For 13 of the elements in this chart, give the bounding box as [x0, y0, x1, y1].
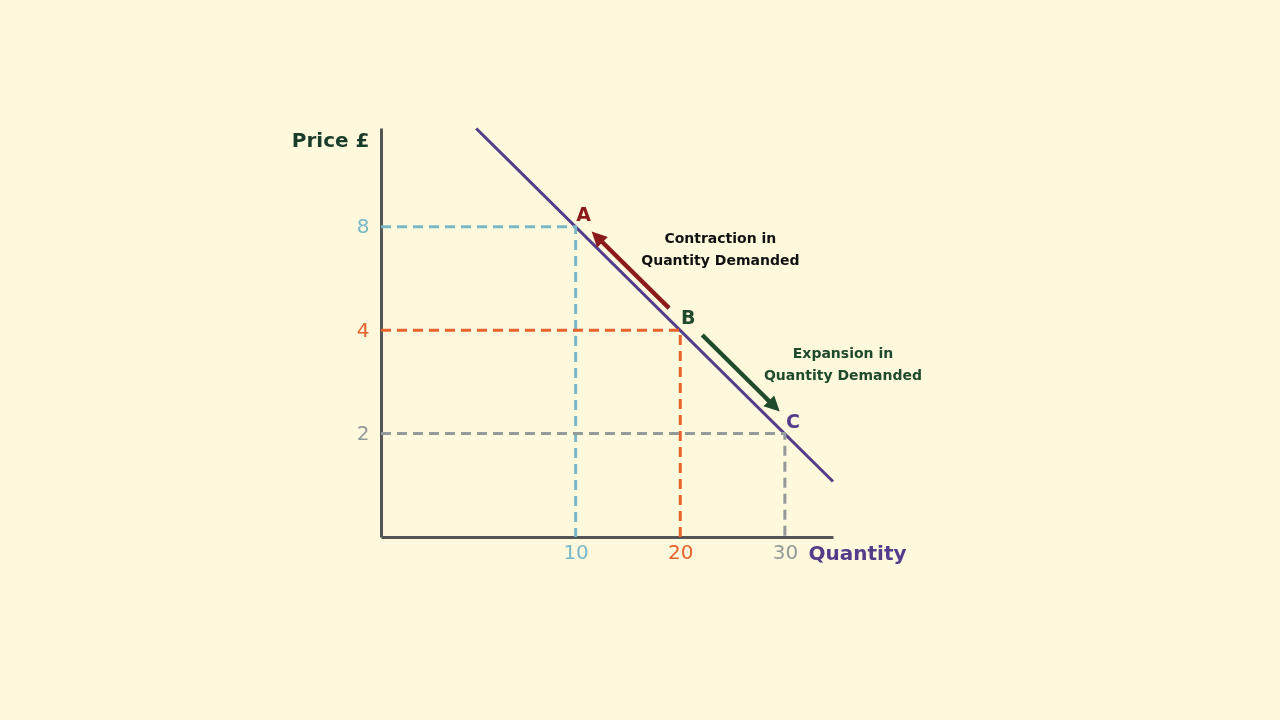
- x-tick-label: 20: [668, 539, 694, 564]
- y-tick-label: 8: [356, 214, 370, 239]
- y-tick-label: 2: [356, 421, 370, 446]
- y-axis-title: Price £: [291, 127, 370, 152]
- x-tick-label: 10: [563, 539, 589, 564]
- annotation: A: [576, 202, 592, 225]
- annotation: B: [681, 306, 696, 329]
- x-axis-title: Quantity: [808, 540, 907, 565]
- annotation: C: [785, 409, 800, 432]
- x-tick-label: 30: [772, 539, 799, 564]
- annotation: Contraction in Quantity Demanded: [641, 229, 800, 268]
- y-tick-label: 4: [356, 317, 370, 342]
- annotation: Expansion in Quantity Demanded: [763, 345, 923, 384]
